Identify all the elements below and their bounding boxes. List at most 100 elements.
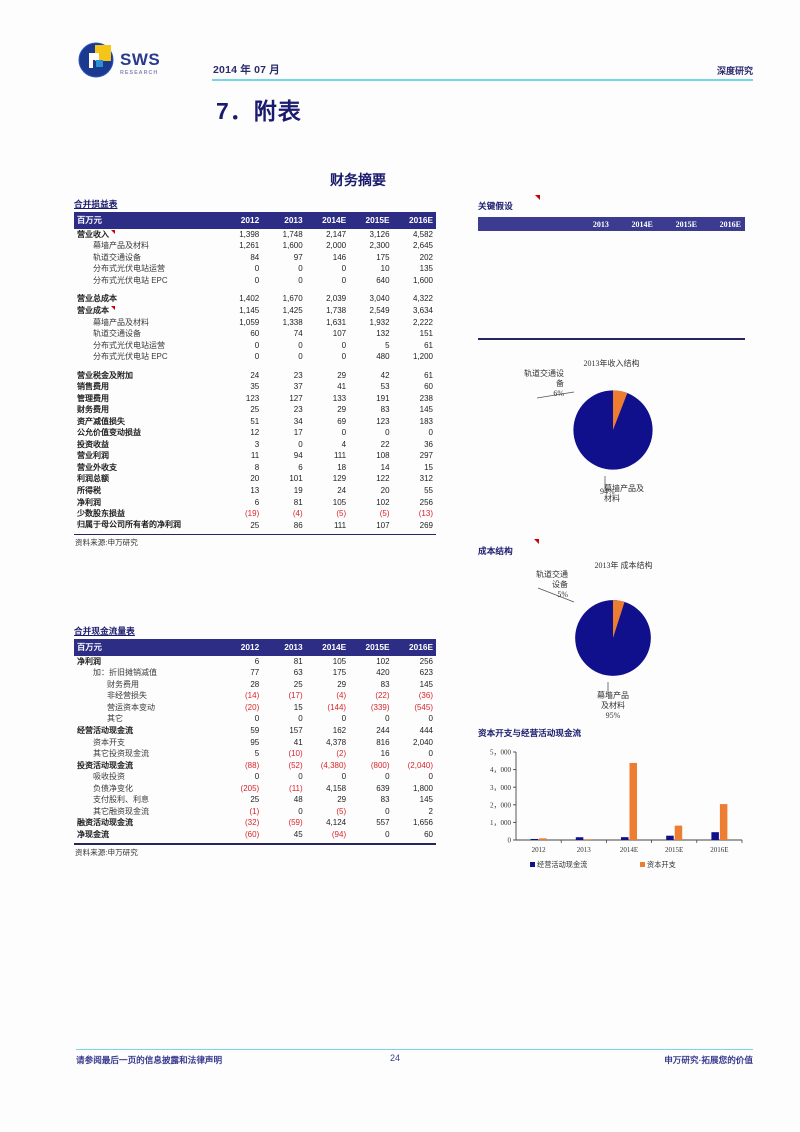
row-label: 负债净变化 bbox=[93, 783, 133, 793]
cell-value: 183 bbox=[419, 416, 433, 426]
cell-value: 420 bbox=[376, 668, 390, 678]
cell-value: 162 bbox=[332, 726, 347, 736]
cell-value: 151 bbox=[419, 329, 433, 339]
cell-value: (14) bbox=[245, 691, 260, 701]
pie1-graphic bbox=[573, 390, 653, 470]
cell-value: 95 bbox=[250, 737, 260, 747]
cell-value: 0 bbox=[254, 772, 260, 782]
table-row: 幕墙产品及材料 1,059 1,338 1,631 1,932 2,222 bbox=[74, 317, 436, 329]
row-label: 非经营损失 bbox=[107, 691, 147, 701]
cell-value: 108 bbox=[376, 451, 390, 461]
income-statement-source: 资料来源:申万研究 bbox=[75, 538, 138, 548]
key-assumptions-block: 关键假设 2013 2014E 2015E 2016E bbox=[478, 195, 745, 340]
cell-value: 11 bbox=[250, 451, 260, 461]
cell-value: 102 bbox=[376, 497, 390, 507]
cell-value: 17 bbox=[293, 428, 303, 438]
row-label: 营运资本变动 bbox=[107, 702, 155, 712]
revenue-structure-pie-chart: 2013年收入结构 轨道交通设 备 6% 幕墙产品及 材料 bbox=[478, 358, 745, 503]
cell-value: 1,402 bbox=[239, 294, 260, 304]
cell-value: (4) bbox=[336, 691, 347, 701]
cell-value: 105 bbox=[332, 656, 347, 666]
row-label: 营业收入 bbox=[74, 229, 219, 241]
cell-value: 34 bbox=[293, 416, 303, 426]
cell-value: 107 bbox=[376, 520, 390, 530]
x-tick-label: 2014E bbox=[620, 846, 638, 854]
cell-value: 23 bbox=[293, 405, 303, 415]
cell-value: (32) bbox=[245, 818, 260, 828]
cell-value: 81 bbox=[293, 656, 303, 666]
cell-value: 0 bbox=[341, 714, 347, 724]
bar-chart-title: 资本开支与经营活动现金流 bbox=[478, 728, 582, 738]
cell-value: 123 bbox=[245, 393, 260, 403]
cell-value: 0 bbox=[385, 829, 390, 839]
cell-value: 444 bbox=[419, 726, 433, 736]
capex-vs-ocf-bar-chart: 资本开支与经营活动现金流 0 1，000 2，000 3，000 4，000 5，000 2… bbox=[478, 727, 748, 874]
bar-chart-svg: 0 1，000 2，000 3，000 4，000 5，000 2012 2013 2014E 2… bbox=[490, 749, 743, 869]
cell-value: (4,380) bbox=[320, 760, 347, 770]
row-label: 公允价值变动损益 bbox=[77, 428, 141, 438]
cell-value: 0 bbox=[254, 714, 260, 724]
row-label: 营业总成本 bbox=[77, 294, 117, 304]
cell-value: 0 bbox=[298, 714, 303, 724]
x-tick-label: 2013 bbox=[577, 846, 592, 854]
cell-value: 0 bbox=[428, 428, 433, 438]
row-label: 营业外收支 bbox=[77, 462, 117, 472]
row-label: 归属于母公司所有者的净利润 bbox=[77, 519, 181, 529]
pie1-label-line1: 轨道交通设 bbox=[524, 369, 564, 378]
cell-value: 0 bbox=[341, 352, 347, 362]
cell-value: 1,600 bbox=[412, 275, 433, 285]
cell-value: (59) bbox=[288, 818, 303, 828]
cell-value: 238 bbox=[419, 393, 433, 403]
row-label: 营业成本 bbox=[74, 305, 219, 317]
bar-capex bbox=[674, 825, 683, 840]
table-row: 其它融资现金流 (1) 0 (5) 0 2 bbox=[74, 806, 436, 818]
row-label: 分布式光伏电站运营 bbox=[93, 264, 165, 274]
y-tick-label: 5，000 bbox=[490, 749, 511, 757]
pie1-leaders bbox=[536, 391, 606, 489]
key-assumptions-table: 2013 2014E 2015E 2016E bbox=[478, 217, 745, 232]
cell-value: (11) bbox=[289, 783, 303, 793]
cell-value: 3,040 bbox=[369, 294, 390, 304]
row-label: 营业税金及附加 bbox=[77, 370, 133, 380]
cell-value: 127 bbox=[289, 393, 303, 403]
y-tick-label: 2，000 bbox=[490, 801, 511, 809]
cell-value: 4,322 bbox=[412, 294, 433, 304]
cell-value: 83 bbox=[380, 795, 390, 805]
col-2016e: 2016E bbox=[392, 639, 436, 656]
cell-value: 0 bbox=[254, 264, 260, 274]
cell-value: 175 bbox=[332, 668, 347, 678]
col-2013: 2013 bbox=[568, 217, 613, 232]
cell-value: 4,158 bbox=[326, 783, 347, 793]
cell-value: 25 bbox=[250, 520, 260, 530]
pie2b-label-line1: 幕墙产品 bbox=[597, 691, 629, 700]
cell-value: (205) bbox=[240, 783, 260, 793]
income-statement-caption: 合并损益表 bbox=[74, 199, 118, 209]
y-tick-label: 0 bbox=[508, 837, 512, 845]
cell-value: (800) bbox=[370, 760, 390, 770]
cell-value: 13 bbox=[250, 485, 260, 495]
row-label: 分布式光伏电站 EPC bbox=[93, 352, 168, 362]
bar-capex bbox=[629, 762, 637, 840]
cost-structure-block: 成本结构 bbox=[478, 539, 678, 559]
x-tick-label: 2015E bbox=[665, 846, 683, 854]
legend-swatch bbox=[530, 862, 535, 867]
table-row: 负债净变化 (205) (11) 4,158 639 1,800 bbox=[74, 783, 436, 795]
table-row: 营业外收支 8 6 18 14 15 bbox=[74, 462, 436, 474]
cell-value: 0 bbox=[298, 439, 303, 449]
cell-value: 0 bbox=[341, 428, 347, 438]
pie1-slice-label-curtainwall: 幕墙产品及 材料 bbox=[604, 484, 724, 504]
cell-value: 2,039 bbox=[326, 294, 347, 304]
table-row: 净现金流 (60) 45 (94) 0 60 bbox=[74, 829, 436, 842]
cell-value: 0 bbox=[298, 772, 303, 782]
table-header-row: 百万元 2012 2013 2014E 2015E 2016E bbox=[74, 639, 436, 656]
table-row: 幕墙产品及材料 1,261 1,600 2,000 2,300 2,645 bbox=[74, 240, 436, 252]
cell-value: 0 bbox=[385, 714, 390, 724]
table-row: 轨道交通设备 84 97 146 175 202 bbox=[74, 252, 436, 264]
cell-value: 1,748 bbox=[282, 229, 303, 239]
cell-value: 111 bbox=[333, 451, 347, 461]
cell-value: 53 bbox=[380, 382, 390, 392]
cell-value: 4,378 bbox=[326, 737, 347, 747]
cell-value: 146 bbox=[332, 252, 347, 262]
cell-value: 123 bbox=[376, 416, 390, 426]
report-type-label: 深度研究 bbox=[716, 66, 753, 76]
